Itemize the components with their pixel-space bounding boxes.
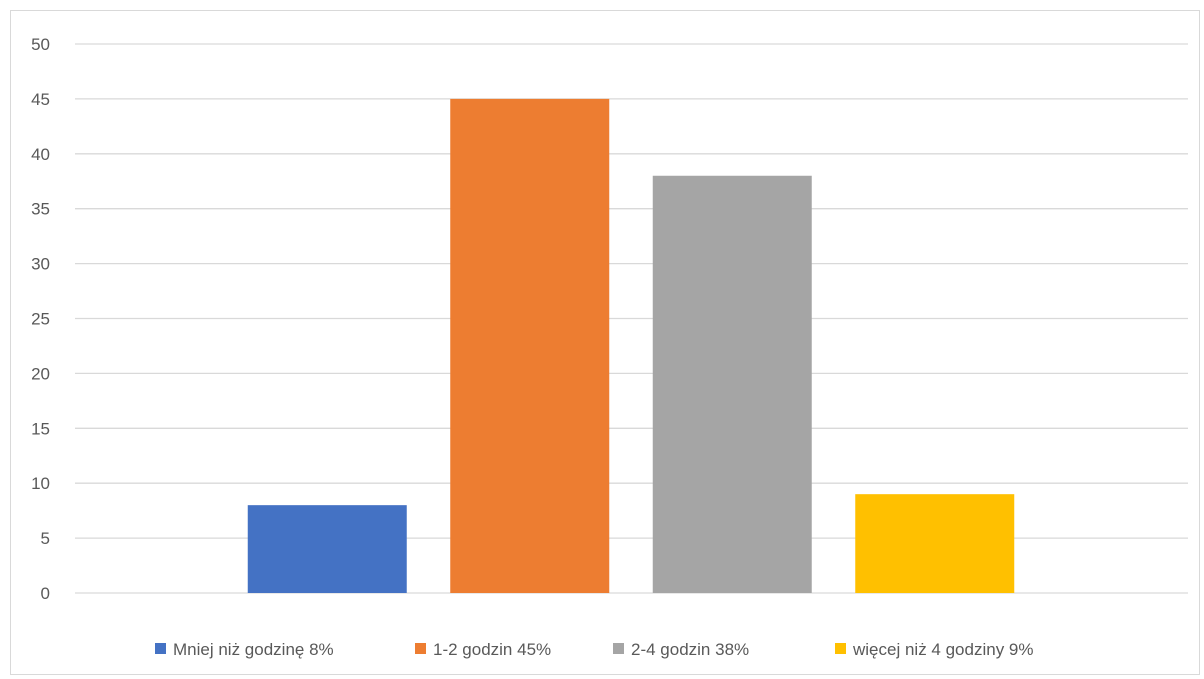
bars: [247, 98, 1015, 594]
y-tick-label: 30: [31, 255, 50, 274]
y-tick-label: 50: [31, 35, 50, 54]
gridlines: [75, 43, 1188, 594]
legend-label: 2-4 godzin 38%: [631, 640, 749, 659]
bar-3: [652, 175, 812, 593]
legend-label: Mniej niż godzinę 8%: [173, 640, 334, 659]
y-tick-label: 0: [41, 584, 50, 603]
legend-label: więcej niż 4 godziny 9%: [852, 640, 1033, 659]
y-tick-label: 15: [31, 419, 50, 438]
bar-4: [855, 494, 1015, 593]
y-axis-ticks: 0 5 10 15 20 25 30 35 40 45 50: [31, 35, 50, 603]
legend-swatch: [613, 643, 624, 654]
y-tick-label: 20: [31, 364, 50, 383]
legend: Mniej niż godzinę 8% 1-2 godzin 45% 2-4 go…: [155, 640, 1033, 659]
legend-swatch: [835, 643, 846, 654]
y-tick-label: 25: [31, 310, 50, 329]
y-tick-label: 10: [31, 474, 50, 493]
legend-swatch: [415, 643, 426, 654]
y-tick-label: 40: [31, 145, 50, 164]
legend-swatch: [155, 643, 166, 654]
legend-label: 1-2 godzin 45%: [433, 640, 551, 659]
y-tick-label: 45: [31, 90, 50, 109]
bar-2: [450, 98, 610, 594]
y-tick-label: 5: [41, 529, 50, 548]
bar-1: [247, 505, 407, 593]
y-tick-label: 35: [31, 200, 50, 219]
